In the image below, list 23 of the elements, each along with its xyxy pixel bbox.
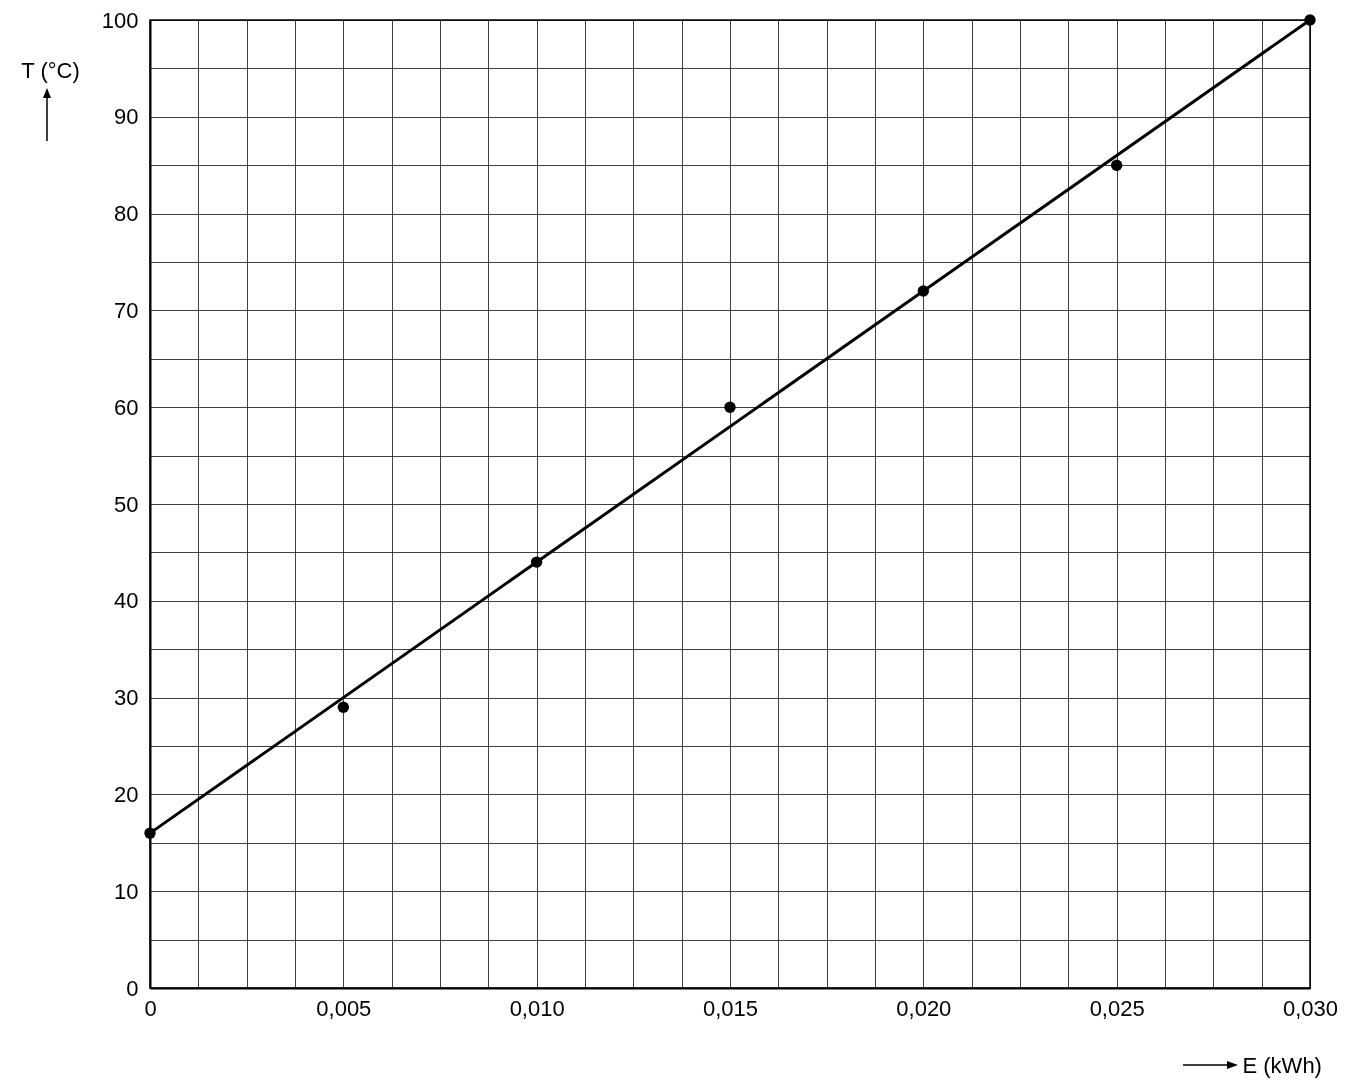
y-tick-label: 30	[114, 685, 139, 711]
point	[724, 401, 736, 413]
y-tick-label: 40	[114, 588, 139, 614]
y-tick-label: 100	[101, 7, 139, 33]
y-tick-label: 0	[126, 975, 139, 1001]
x-tick-label: 0,005	[316, 995, 372, 1021]
x-tick-label: 0	[144, 995, 157, 1021]
y-tick-label: 60	[114, 394, 139, 420]
point	[337, 701, 350, 713]
y-axis-title: T (°C)	[21, 57, 80, 83]
y-tick-label: 20	[114, 781, 139, 807]
x-tick-label: 0,025	[1089, 995, 1145, 1021]
y-tick-label: 70	[114, 297, 139, 323]
y-tick-label: 90	[114, 104, 139, 130]
y-tick-label: 80	[114, 201, 139, 227]
y-tick-label: 50	[114, 491, 139, 517]
x-axis-title: E (kWh)	[1242, 1052, 1322, 1078]
x-tick-label: 0,010	[509, 995, 565, 1021]
point	[1110, 159, 1123, 171]
y-tick-label: 10	[114, 878, 139, 904]
x-tick-label: 0,030	[1282, 995, 1339, 1021]
x-tick-label: 0,015	[702, 995, 759, 1021]
x-tick-label: 0,020	[896, 995, 952, 1021]
